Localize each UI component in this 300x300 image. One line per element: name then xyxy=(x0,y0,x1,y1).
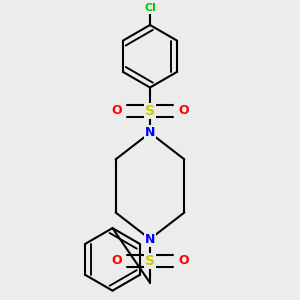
Text: N: N xyxy=(145,126,155,139)
Text: S: S xyxy=(145,254,155,268)
Text: O: O xyxy=(178,104,189,117)
Text: Cl: Cl xyxy=(144,3,156,13)
Text: N: N xyxy=(145,232,155,246)
Text: O: O xyxy=(111,254,122,267)
Text: O: O xyxy=(111,104,122,117)
Text: S: S xyxy=(145,104,155,118)
Text: O: O xyxy=(178,254,189,267)
